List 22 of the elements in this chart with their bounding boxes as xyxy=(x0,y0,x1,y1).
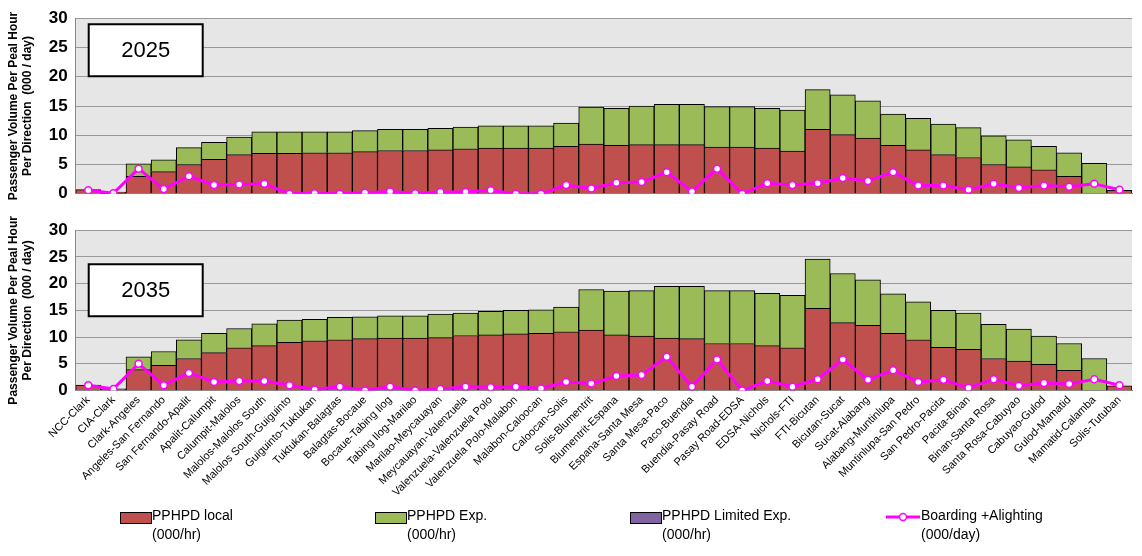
y-tick-label: 0 xyxy=(58,183,68,203)
y-tick-label: 25 xyxy=(48,246,68,266)
y-tick-label: 30 xyxy=(48,7,68,27)
text: 2025 xyxy=(121,37,171,63)
y-tick-label: 5 xyxy=(58,353,68,373)
legend-label: Boarding +Alighting (000/day) xyxy=(921,506,1043,544)
y-axis-title: Passenger Volume Per Peal Hour Per Direction (000 / day) xyxy=(5,11,34,201)
y-tick-label: 30 xyxy=(48,219,68,239)
y-axis-title: Passenger Volume Per Peal Hour Per Direction (000 / day) xyxy=(5,215,34,405)
y-tick-label: 15 xyxy=(48,300,68,320)
text: 2035 xyxy=(121,277,171,303)
legend-label: PPHPD local (000/hr) xyxy=(152,506,233,544)
y-tick-label: 5 xyxy=(58,154,68,174)
y-tick-label: 20 xyxy=(48,273,68,293)
legend-label: PPHPD Limited Exp. (000/hr) xyxy=(662,506,792,544)
y-tick-label: 0 xyxy=(58,380,68,400)
legend-label: PPHPD Exp. (000/hr) xyxy=(407,506,488,544)
y-tick-label: 25 xyxy=(48,37,68,57)
y-tick-label: 20 xyxy=(48,66,68,86)
y-tick-label: 10 xyxy=(48,124,68,144)
y-tick-label: 15 xyxy=(48,95,68,115)
y-tick-label: 10 xyxy=(48,326,68,346)
